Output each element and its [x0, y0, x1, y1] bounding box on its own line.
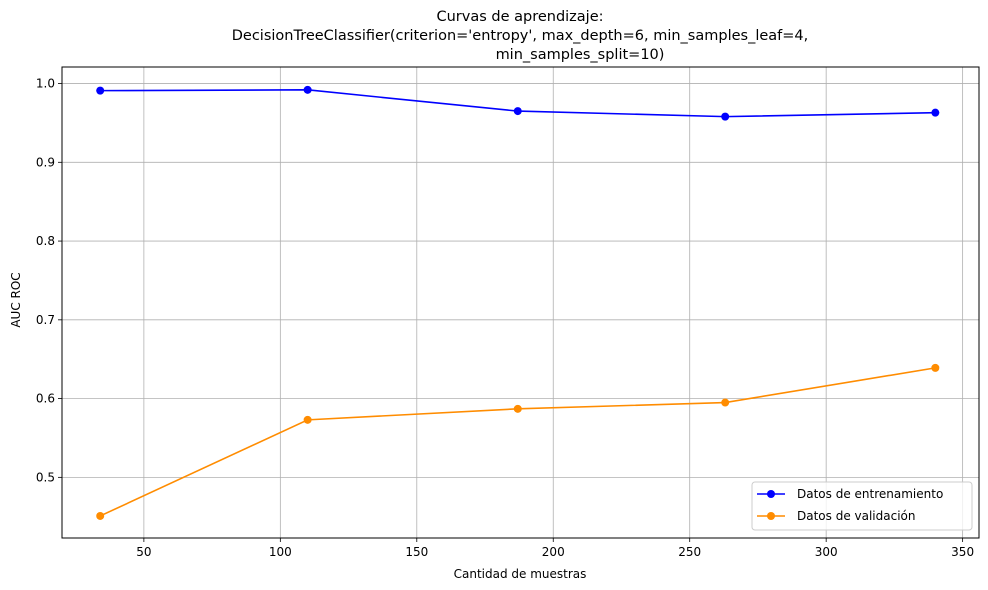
- x-tick-label: 200: [542, 545, 565, 559]
- data-point-series-1: [931, 363, 940, 372]
- x-tick-label: 350: [951, 545, 974, 559]
- series-layer: [96, 85, 940, 520]
- data-point-series-1: [96, 511, 105, 520]
- x-tick-label: 250: [678, 545, 701, 559]
- chart-title-line-2: DecisionTreeClassifier(criterion='entrop…: [232, 28, 809, 44]
- data-point-series-1: [513, 404, 522, 413]
- y-tick-label: 0.6: [36, 392, 55, 406]
- data-point-series-1: [721, 398, 730, 407]
- y-axis-ticks: 0.5 0.6 0.7 0.8 0.9 1.0: [36, 77, 62, 484]
- x-tick-label: 50: [136, 545, 151, 559]
- y-tick-label: 0.8: [36, 234, 55, 248]
- data-point-series-0: [721, 112, 730, 121]
- data-point-series-0: [303, 85, 312, 94]
- legend: Datos de entrenamiento Datos de validaci…: [751, 481, 973, 531]
- data-point-series-0: [96, 86, 105, 95]
- x-tick-label: 100: [269, 545, 292, 559]
- legend-marker-validation: [767, 512, 775, 520]
- legend-marker-train: [767, 490, 775, 498]
- x-tick-label: 300: [815, 545, 838, 559]
- data-point-series-0: [931, 108, 940, 117]
- y-tick-label: 0.9: [36, 155, 55, 169]
- legend-box: [751, 481, 973, 531]
- legend-label-validation: Datos de validación: [797, 509, 916, 523]
- plot-area-frame: [61, 66, 980, 539]
- chart-title-line-3: min_samples_split=10): [496, 47, 665, 63]
- x-axis-label: Cantidad de muestras: [454, 567, 587, 581]
- x-axis-ticks: 50 100 150 200 250 300 350: [136, 538, 974, 559]
- y-axis-label: AUC ROC: [9, 272, 23, 327]
- grid: [62, 67, 979, 538]
- x-tick-label: 150: [405, 545, 428, 559]
- chart-title: Curvas de aprendizaje: DecisionTreeClass…: [232, 9, 809, 63]
- y-tick-label: 0.5: [36, 470, 55, 484]
- data-point-series-1: [303, 415, 312, 424]
- data-point-series-0: [513, 107, 522, 116]
- y-tick-label: 1.0: [36, 77, 55, 91]
- legend-label-train: Datos de entrenamiento: [797, 487, 943, 501]
- chart-title-line-1: Curvas de aprendizaje:: [436, 9, 603, 25]
- y-tick-label: 0.7: [36, 313, 55, 327]
